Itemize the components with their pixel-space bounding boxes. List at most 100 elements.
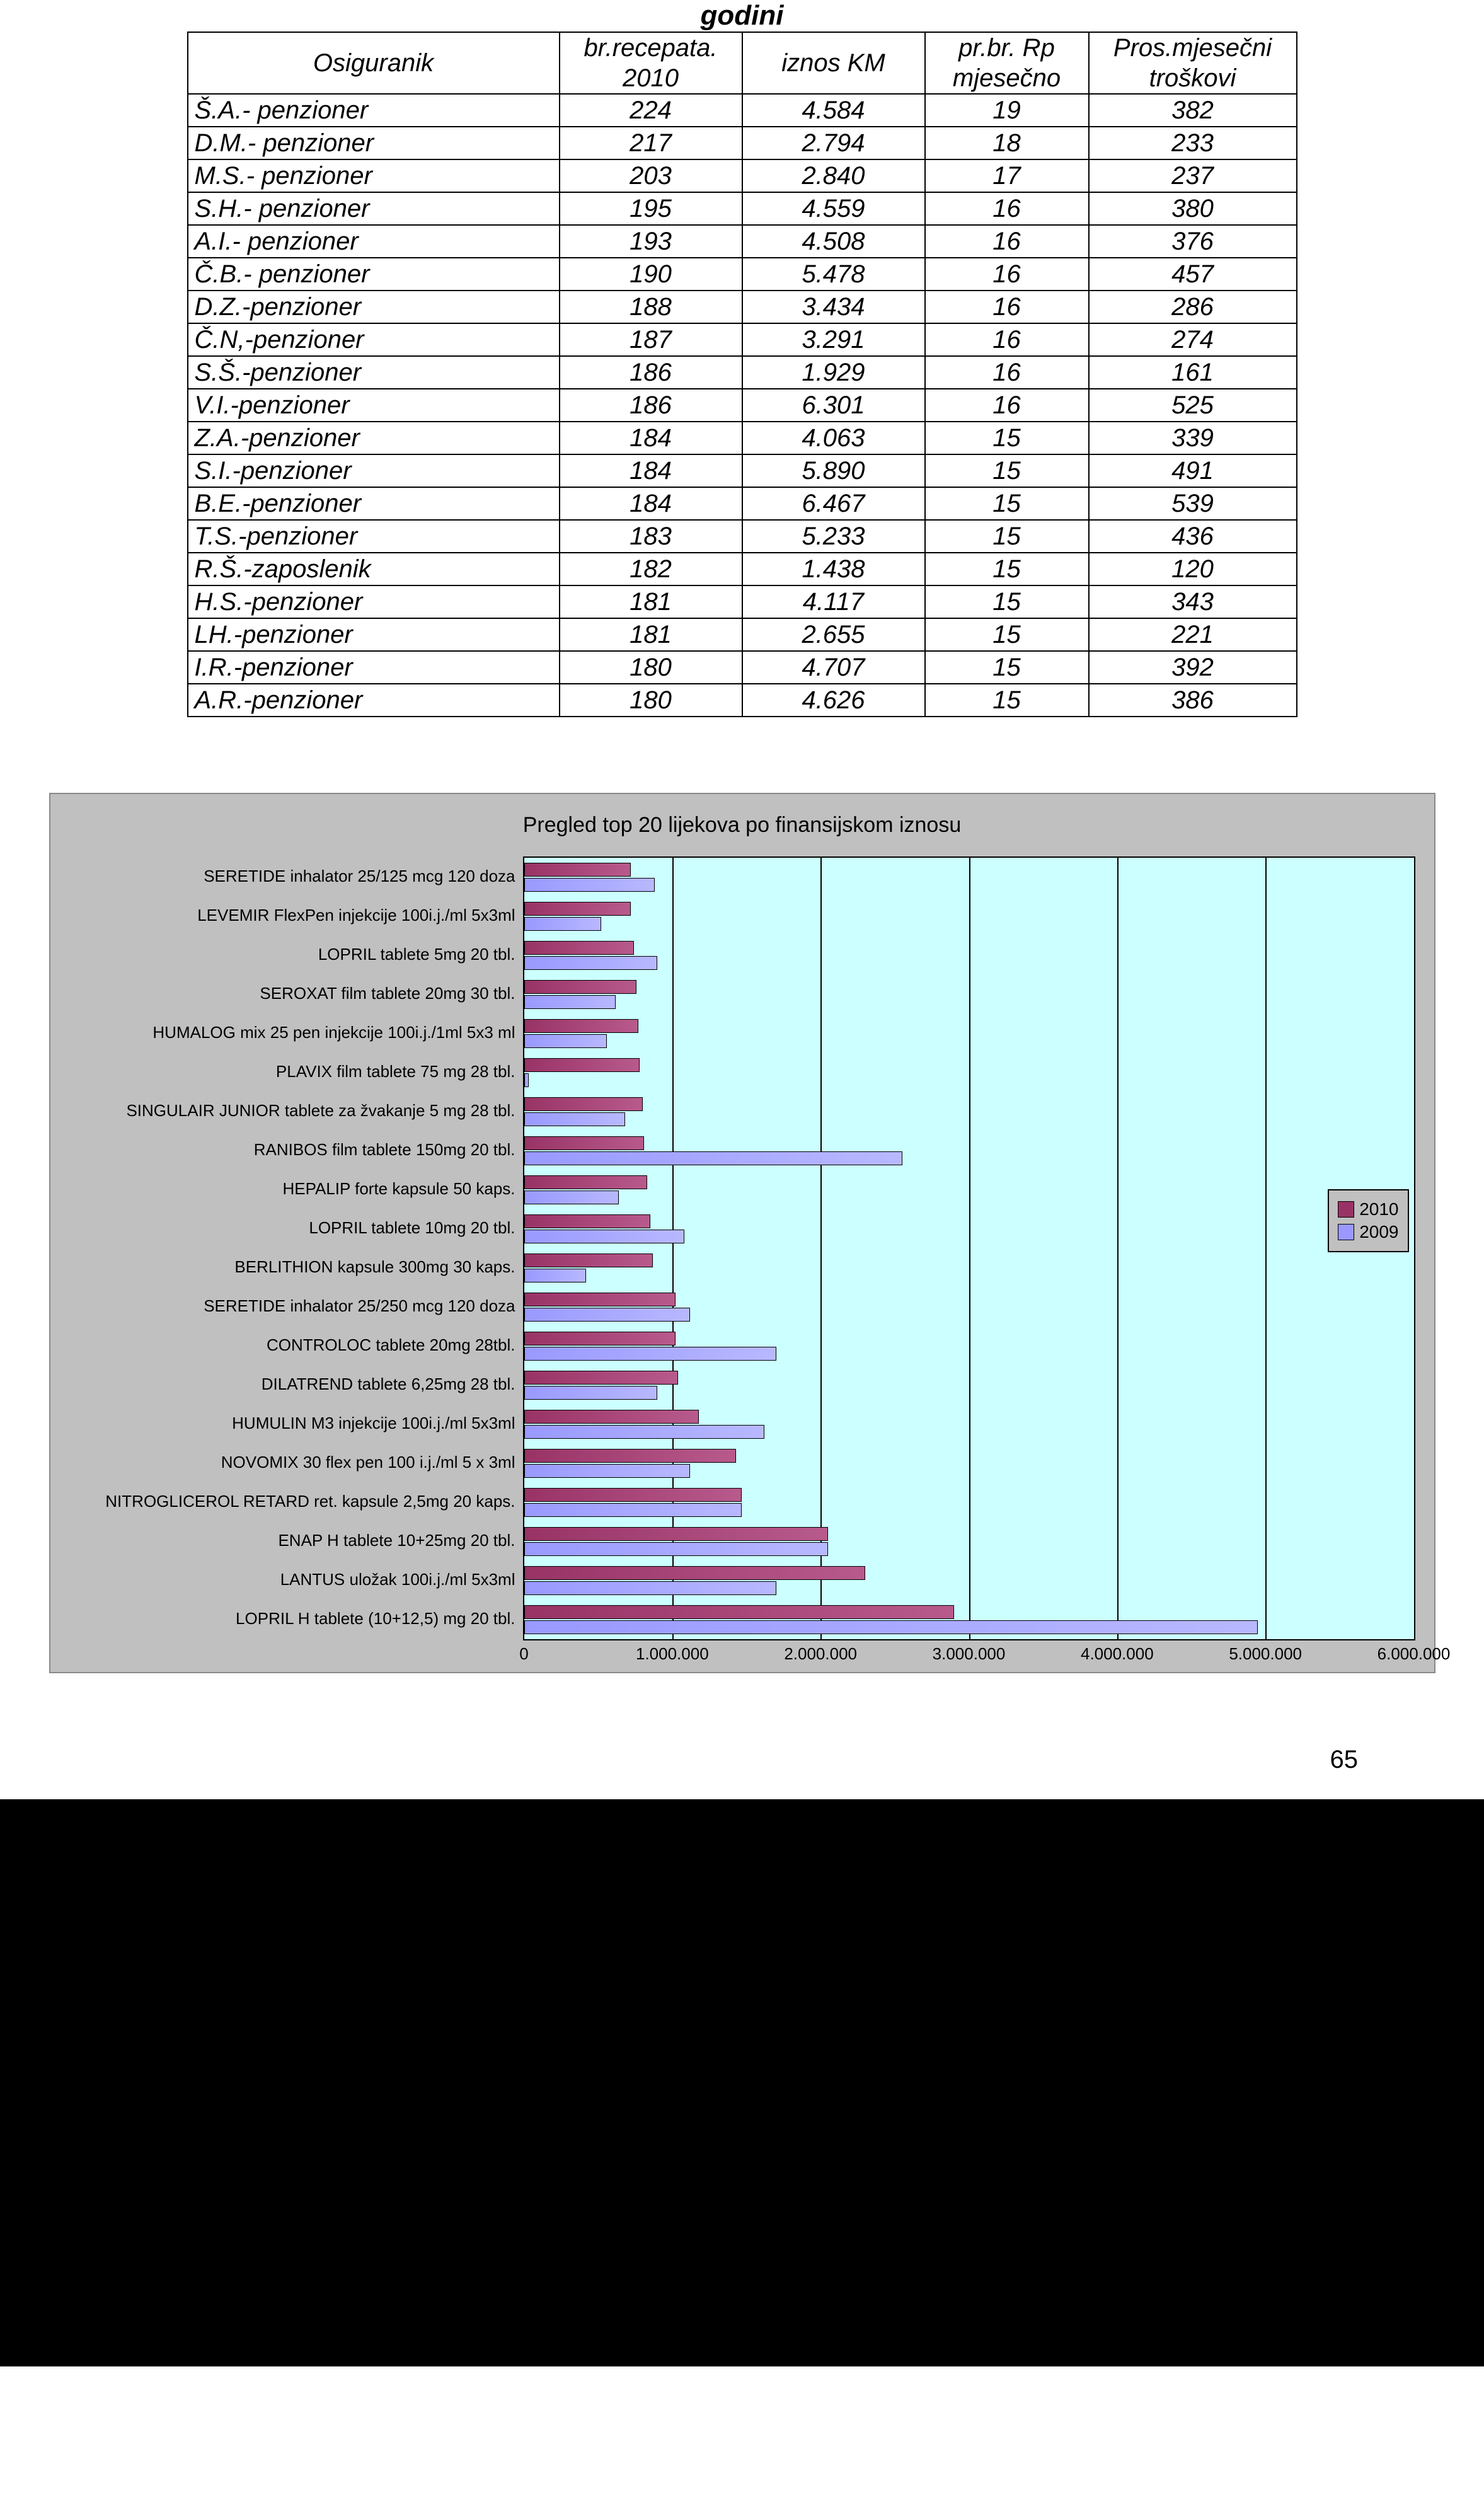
y-category-label: BERLITHION kapsule 300mg 30 kaps. xyxy=(69,1247,523,1286)
cell-osiguranik: Č.N,-penzioner xyxy=(188,323,560,356)
cell-pros: 491 xyxy=(1089,454,1297,487)
cell-osiguranik: Š.A.- penzioner xyxy=(188,94,560,127)
cell-rp: 16 xyxy=(925,389,1089,422)
bar-2010 xyxy=(524,1097,643,1111)
cell-br: 180 xyxy=(560,651,742,684)
cell-rp: 17 xyxy=(925,159,1089,192)
cell-br: 186 xyxy=(560,356,742,389)
chart-y-labels: SERETIDE inhalator 25/125 mcg 120 dozaLE… xyxy=(69,856,523,1638)
bar-row xyxy=(524,1288,1414,1327)
cell-pros: 382 xyxy=(1089,94,1297,127)
bar-row xyxy=(524,1053,1414,1092)
table-row: Č.N,-penzioner1873.29116274 xyxy=(188,323,1297,356)
y-category-label: HUMULIN M3 injekcije 100i.j./ml 5x3ml xyxy=(69,1403,523,1443)
chart-plot-area: 01.000.0002.000.0003.000.0004.000.0005.0… xyxy=(523,856,1415,1640)
cell-rp: 15 xyxy=(925,651,1089,684)
bar-row xyxy=(524,1327,1414,1366)
y-category-label: HUMALOG mix 25 pen injekcije 100i.j./1ml… xyxy=(69,1013,523,1052)
cell-osiguranik: V.I.-penzioner xyxy=(188,389,560,422)
legend-label-2010: 2010 xyxy=(1359,1199,1398,1219)
y-category-label: PLAVIX film tablete 75 mg 28 tbl. xyxy=(69,1052,523,1091)
x-tick-label: 3.000.000 xyxy=(933,1644,1006,1664)
bar-2009 xyxy=(524,878,655,892)
cell-pros: 376 xyxy=(1089,225,1297,258)
bar-2010 xyxy=(524,1527,828,1541)
cell-osiguranik: R.Š.-zaposlenik xyxy=(188,553,560,585)
x-tick-label: 6.000.000 xyxy=(1378,1644,1451,1664)
bar-row xyxy=(524,1522,1414,1561)
bar-2009 xyxy=(524,1347,776,1361)
cell-pros: 286 xyxy=(1089,291,1297,323)
y-category-label: CONTROLOC tablete 20mg 28tbl. xyxy=(69,1325,523,1364)
cell-br: 181 xyxy=(560,585,742,618)
y-category-label: ENAP H tablete 10+25mg 20 tbl. xyxy=(69,1521,523,1560)
bar-2010 xyxy=(524,1488,742,1502)
cell-rp: 15 xyxy=(925,684,1089,717)
y-category-label: LOPRIL tablete 5mg 20 tbl. xyxy=(69,935,523,974)
chart-title: Pregled top 20 lijekova po finansijskom … xyxy=(69,813,1415,838)
cell-iznos: 4.063 xyxy=(742,422,925,454)
bar-2009 xyxy=(524,1230,684,1243)
bar-row xyxy=(524,975,1414,1014)
legend-row-2009: 2009 xyxy=(1338,1222,1398,1242)
cell-br: 182 xyxy=(560,553,742,585)
cell-pros: 161 xyxy=(1089,356,1297,389)
cell-br: 203 xyxy=(560,159,742,192)
cell-iznos: 5.478 xyxy=(742,258,925,291)
x-tick-label: 2.000.000 xyxy=(784,1644,857,1664)
cell-iznos: 2.655 xyxy=(742,618,925,651)
bar-row xyxy=(524,1444,1414,1483)
bar-row xyxy=(524,1014,1414,1053)
chart-legend: 2010 2009 xyxy=(1328,1189,1408,1252)
cell-pros: 233 xyxy=(1089,127,1297,159)
table-row: Z.A.-penzioner1844.06315339 xyxy=(188,422,1297,454)
black-footer-region xyxy=(0,1799,1484,2366)
cell-rp: 15 xyxy=(925,585,1089,618)
cell-iznos: 6.467 xyxy=(742,487,925,520)
bar-2010 xyxy=(524,1214,650,1228)
cell-iznos: 4.584 xyxy=(742,94,925,127)
cell-osiguranik: M.S.- penzioner xyxy=(188,159,560,192)
table-row: S.Š.-penzioner1861.92916161 xyxy=(188,356,1297,389)
cell-br: 193 xyxy=(560,225,742,258)
bar-2010 xyxy=(524,1566,865,1580)
table-row: B.E.-penzioner1846.46715539 xyxy=(188,487,1297,520)
cell-rp: 15 xyxy=(925,520,1089,553)
bar-2009 xyxy=(524,1073,529,1087)
cell-osiguranik: S.H.- penzioner xyxy=(188,192,560,225)
chart-inner: SERETIDE inhalator 25/125 mcg 120 dozaLE… xyxy=(69,856,1415,1640)
bar-2009 xyxy=(524,1269,587,1282)
table-row: H.S.-penzioner1814.11715343 xyxy=(188,585,1297,618)
cell-pros: 525 xyxy=(1089,389,1297,422)
cell-rp: 16 xyxy=(925,258,1089,291)
cell-iznos: 5.233 xyxy=(742,520,925,553)
table-row: S.H.- penzioner1954.55916380 xyxy=(188,192,1297,225)
bar-2010 xyxy=(524,1332,676,1346)
cell-pros: 380 xyxy=(1089,192,1297,225)
cell-iznos: 1.438 xyxy=(742,553,925,585)
cell-osiguranik: Z.A.-penzioner xyxy=(188,422,560,454)
bar-2009 xyxy=(524,956,658,970)
legend-label-2009: 2009 xyxy=(1359,1222,1398,1242)
bar-row xyxy=(524,1561,1414,1600)
cell-osiguranik: D.M.- penzioner xyxy=(188,127,560,159)
th-iznos: iznos KM xyxy=(742,32,925,94)
document-page: godini Osiguranik br.recepata.2010 iznos… xyxy=(0,0,1484,1799)
table-row: Č.B.- penzioner1905.47816457 xyxy=(188,258,1297,291)
cell-osiguranik: LH.-penzioner xyxy=(188,618,560,651)
cell-br: 184 xyxy=(560,422,742,454)
cell-br: 224 xyxy=(560,94,742,127)
cell-pros: 457 xyxy=(1089,258,1297,291)
cell-pros: 274 xyxy=(1089,323,1297,356)
bar-2010 xyxy=(524,902,631,916)
page-number: 65 xyxy=(1330,1746,1359,1774)
table-row: T.S.-penzioner1835.23315436 xyxy=(188,520,1297,553)
cell-br: 183 xyxy=(560,520,742,553)
y-category-label: LEVEMIR FlexPen injekcije 100i.j./ml 5x3… xyxy=(69,896,523,935)
bar-2009 xyxy=(524,1464,691,1478)
cell-pros: 436 xyxy=(1089,520,1297,553)
cell-pros: 339 xyxy=(1089,422,1297,454)
bar-2009 xyxy=(524,1425,764,1439)
x-tick-label: 0 xyxy=(519,1644,528,1664)
table-row: LH.-penzioner1812.65515221 xyxy=(188,618,1297,651)
